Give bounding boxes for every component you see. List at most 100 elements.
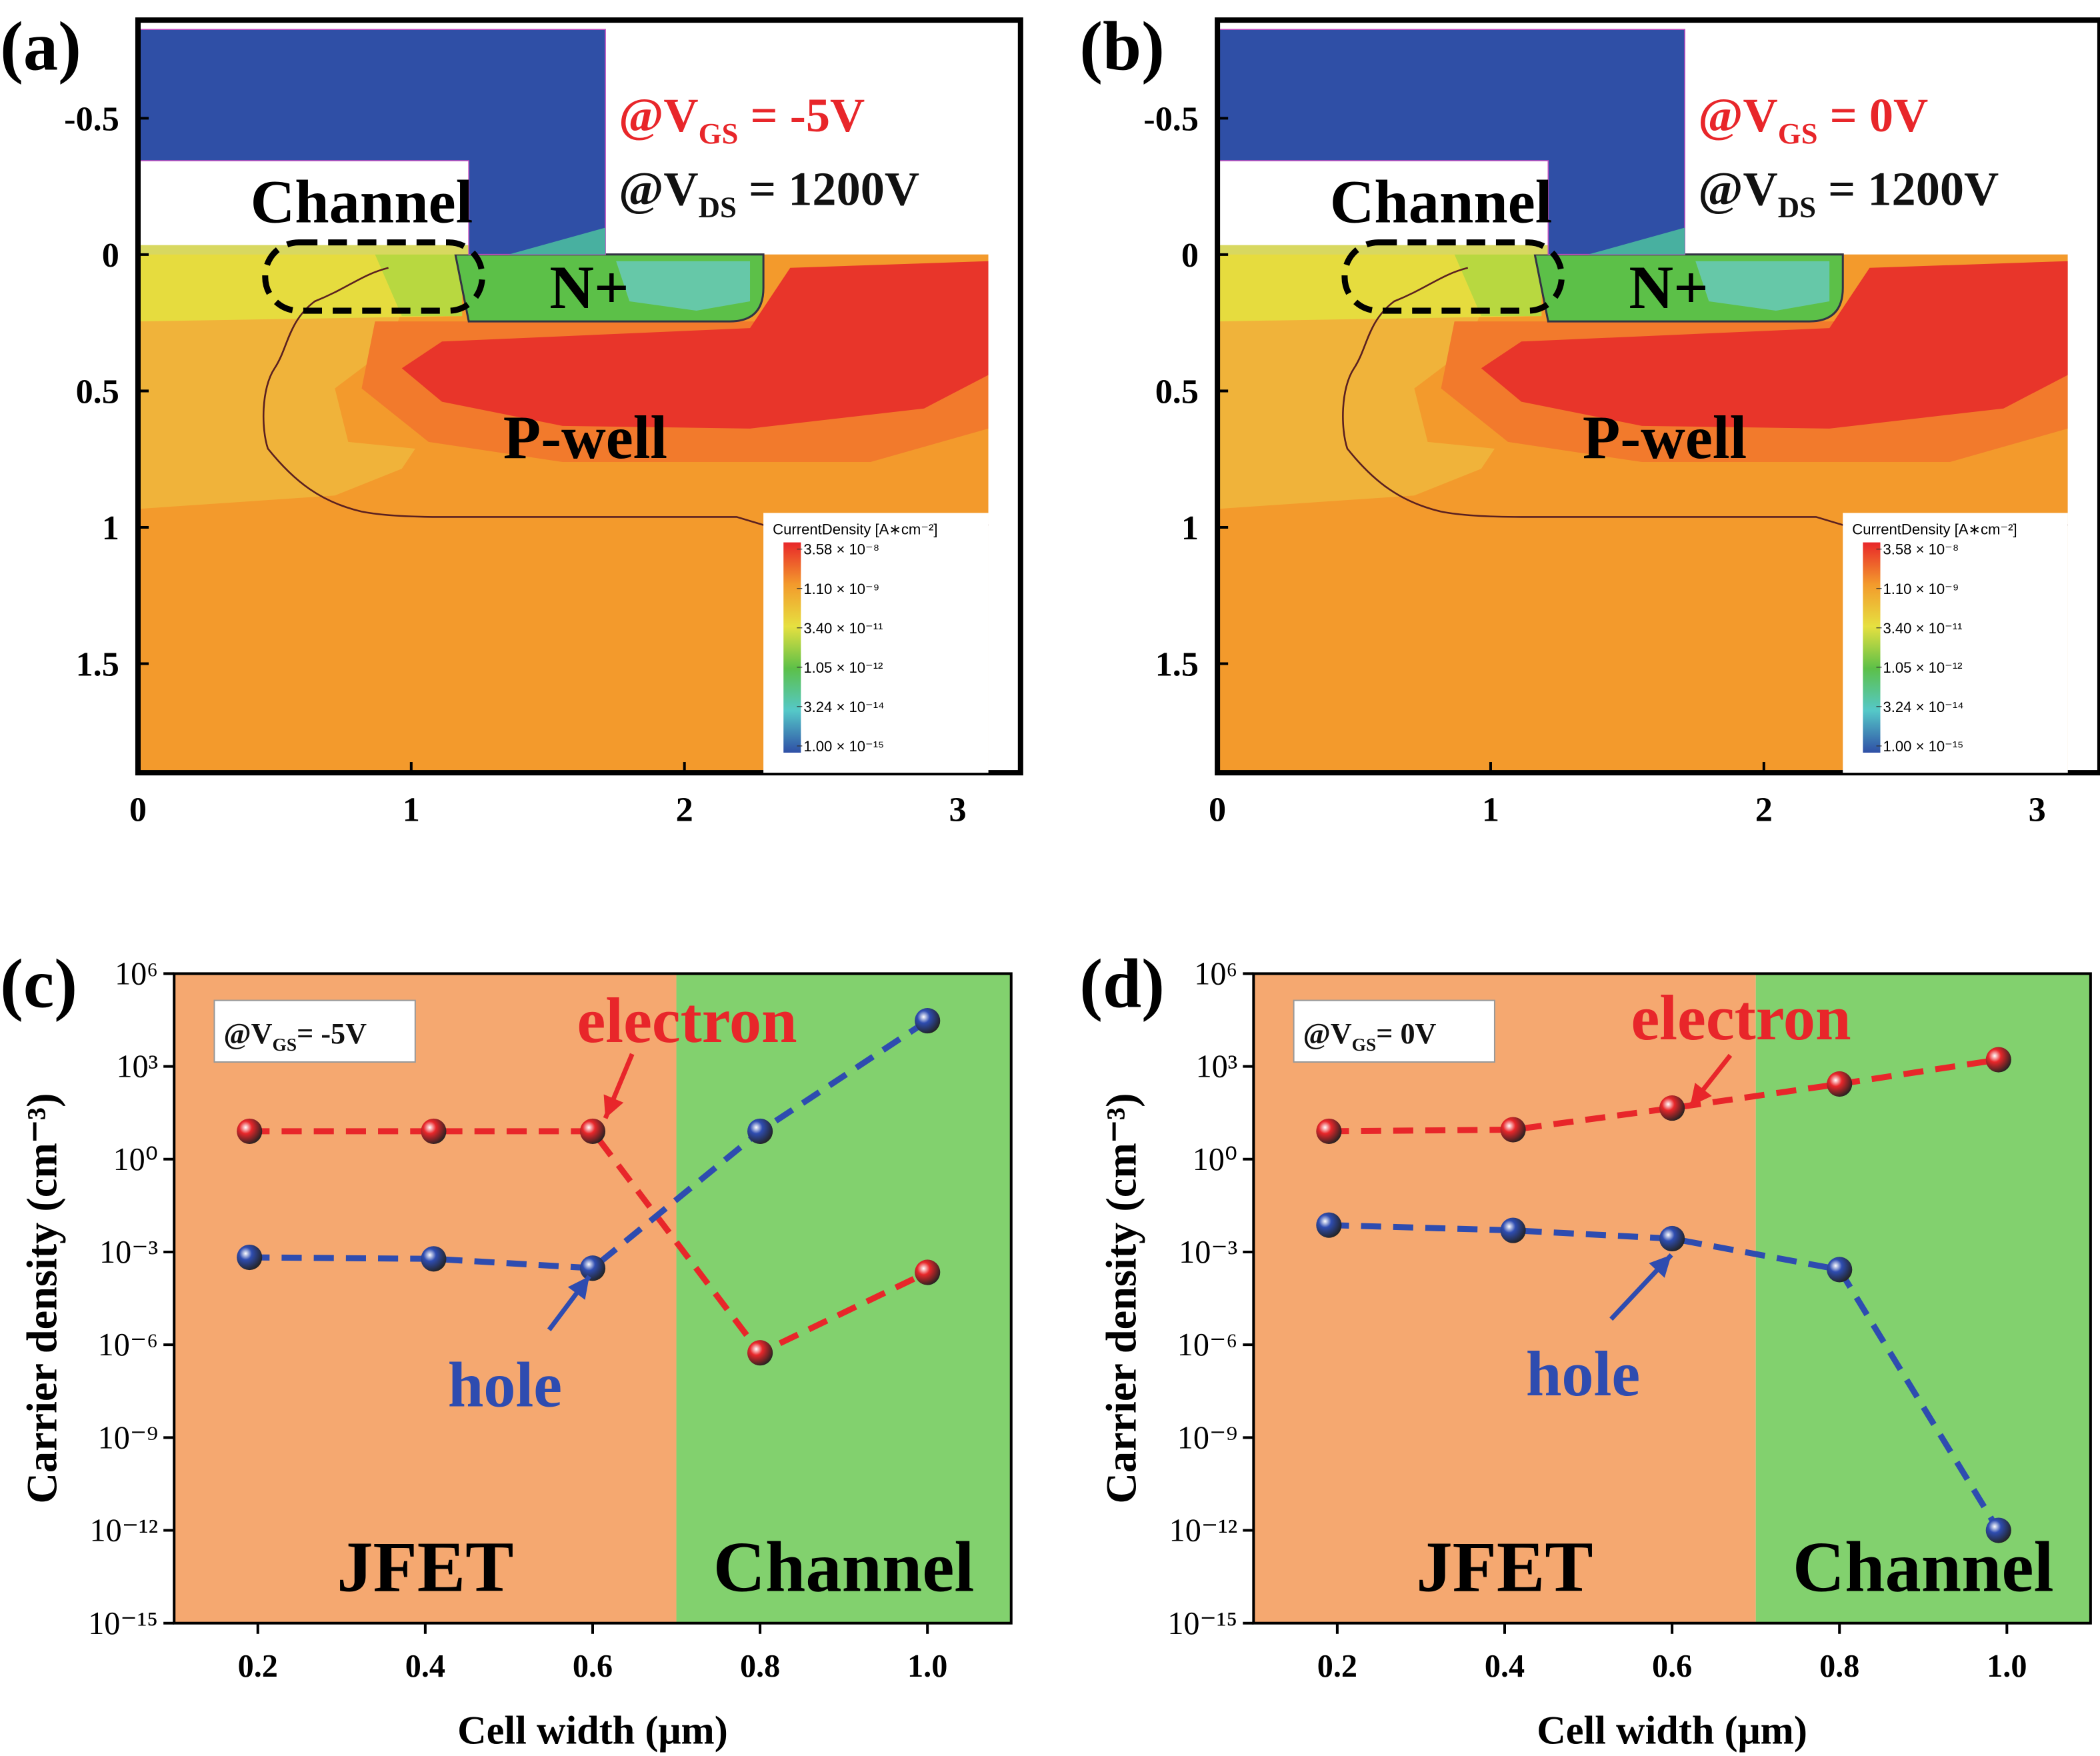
- device-edge: [988, 254, 1021, 773]
- data-point: [1316, 1212, 1342, 1238]
- text-part: DS: [699, 190, 737, 223]
- region: [676, 973, 1011, 1623]
- colorbar: [783, 542, 801, 753]
- y-axis-label: Carrier density (cm⁻³): [18, 1093, 65, 1504]
- data-point: [579, 1118, 606, 1144]
- text-part: = -5V: [738, 89, 865, 142]
- data-point: [237, 1244, 263, 1271]
- region-label: JFET: [337, 1527, 513, 1607]
- colorbar-title: CurrentDensity [A∗cm⁻²]: [1852, 521, 2017, 538]
- contour-panel: 0 1 2 3 -0.5 0 0.5 1 1.5 Channel N+ P-well @VGS = 0V…: [1079, 7, 2100, 829]
- y-tick-label: 10⁰: [1193, 1142, 1238, 1177]
- x-tick-label: 1: [1482, 790, 1499, 829]
- y-axis-label: Carrier density (cm⁻³): [1098, 1093, 1145, 1504]
- x-tick-label: 0.8: [1819, 1649, 1859, 1684]
- jfet-region: [1217, 311, 1495, 509]
- annotation: @VGS= 0V: [1303, 1017, 1437, 1055]
- data-point: [1827, 1257, 1853, 1283]
- arrow-head: [1690, 1083, 1712, 1107]
- x-tick-label: 0: [1209, 790, 1226, 829]
- y-tick-label: 1: [102, 509, 119, 547]
- line-panel: JFET Channel @VGS= 0V electron hole 0.2 0.4 0.6…: [1079, 945, 2092, 1753]
- colorbar-tick-label: 1.00 × 10⁻¹⁵: [803, 738, 884, 755]
- y-tick-label: 10⁶: [1194, 957, 1237, 992]
- data-point: [1985, 1517, 2011, 1543]
- annotation: @VGS= -5V: [224, 1017, 367, 1055]
- x-tick-label: 0: [129, 790, 147, 829]
- data-point: [747, 1118, 773, 1144]
- x-tick-label: 1.0: [907, 1649, 947, 1684]
- text-part: @V: [619, 89, 698, 142]
- region-label: Channel: [1793, 1527, 2054, 1607]
- panel-label: (c): [0, 945, 77, 1023]
- region-label: Channel: [1330, 167, 1553, 235]
- series-label: hole: [1526, 1338, 1640, 1409]
- region: [174, 973, 677, 1623]
- colorbar-tick-label: 3.58 × 10⁻⁸: [803, 541, 879, 558]
- y-tick-label: 0: [102, 236, 119, 275]
- text-part: = 0V: [1818, 89, 1929, 142]
- n-plus-core: [616, 261, 751, 311]
- colorbar-tick-label: 1.10 × 10⁻⁹: [803, 581, 879, 597]
- panel-label: (b): [1079, 7, 1165, 85]
- y-tick-label: 1: [1181, 509, 1199, 547]
- bias-label: @VGS = 0V: [1698, 89, 1928, 150]
- text-part: GS: [1352, 1035, 1377, 1055]
- x-tick-label: 0.4: [405, 1649, 445, 1684]
- text-part: @V: [1698, 89, 1777, 142]
- y-tick-label: 10⁻⁹: [1177, 1420, 1237, 1455]
- colorbar-tick-label: 3.24 × 10⁻¹⁴: [1883, 699, 1964, 715]
- surface-region: [137, 254, 463, 322]
- text-part: @V: [1698, 162, 1777, 215]
- text-part: = 1200V: [737, 162, 919, 215]
- colorbar-tick-label: 1.10 × 10⁻⁹: [1883, 581, 1959, 597]
- colorbar-tick-label: 3.40 × 10⁻¹¹: [803, 620, 883, 637]
- hot-region: [401, 261, 989, 429]
- data-point: [1500, 1117, 1526, 1143]
- colorbar-tick-label: 1.05 × 10⁻¹²: [1883, 659, 1963, 676]
- series-line: [1329, 1222, 2001, 1532]
- text-part: DS: [1778, 190, 1816, 223]
- series-label: electron: [1631, 982, 1851, 1053]
- series-label: electron: [577, 985, 797, 1056]
- region: [1253, 973, 1756, 1623]
- series-line: [249, 1128, 929, 1357]
- region-label: N+: [1629, 253, 1708, 321]
- x-tick-label: 0.2: [238, 1649, 278, 1684]
- x-tick-label: 3: [2029, 790, 2046, 829]
- y-tick-label: 10⁻³: [1179, 1235, 1237, 1270]
- x-tick-label: 3: [949, 790, 966, 829]
- junction-line: [1342, 267, 2068, 526]
- data-point: [1316, 1118, 1342, 1144]
- y-tick-label: 10⁰: [113, 1142, 159, 1177]
- data-point: [421, 1246, 447, 1272]
- y-tick-label: 10⁻⁹: [98, 1420, 158, 1455]
- text-part: = -5V: [297, 1017, 367, 1050]
- y-tick-label: 1.5: [76, 645, 119, 684]
- data-point: [915, 1259, 941, 1285]
- y-tick-label: 10⁻³: [99, 1235, 158, 1270]
- region-label: Channel: [713, 1527, 975, 1607]
- region: [1755, 973, 2091, 1623]
- channel-outline: [262, 239, 485, 314]
- surface-region: [1217, 254, 1542, 322]
- x-tick-label: 0.4: [1485, 1649, 1525, 1684]
- arrow-head: [567, 1276, 589, 1300]
- annotation-box: [1293, 999, 1495, 1063]
- data-point: [1827, 1071, 1853, 1097]
- y-tick-label: 10⁻¹²: [1169, 1513, 1238, 1549]
- colorbar-tick-label: 3.40 × 10⁻¹¹: [1883, 620, 1963, 637]
- oxide-edge: [1217, 245, 1549, 255]
- colorbar-tick-label: 1.00 × 10⁻¹⁵: [1883, 738, 1964, 755]
- y-tick-label: 10⁻⁶: [98, 1327, 158, 1363]
- surface-edge: [375, 254, 463, 317]
- x-tick-label: 1: [403, 790, 420, 829]
- y-tick-label: 10⁻¹²: [90, 1513, 159, 1549]
- y-tick-label: 10⁻¹⁵: [1167, 1606, 1237, 1641]
- oxide-edge: [137, 245, 469, 255]
- device-edge: [2067, 254, 2100, 773]
- x-axis-label: Cell width (μm): [1537, 1709, 1807, 1753]
- text-part: @V: [1303, 1017, 1352, 1050]
